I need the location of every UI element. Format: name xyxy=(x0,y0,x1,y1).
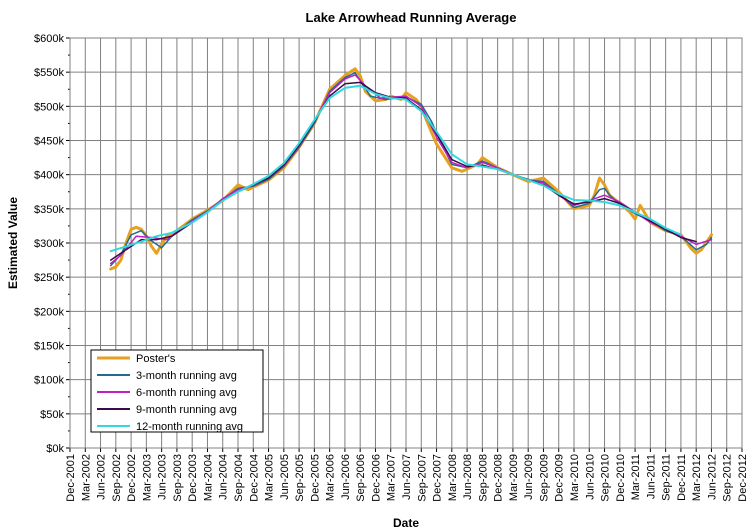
x-tick-label: Sep-2005 xyxy=(294,454,306,502)
y-tick-label: $150k xyxy=(34,341,64,353)
x-tick-label: Sep-2011 xyxy=(661,454,673,501)
y-tick-label: $500k xyxy=(34,101,64,113)
series-line-5 xyxy=(109,84,682,253)
series-line-3 xyxy=(109,74,713,265)
y-tick-label: $400k xyxy=(34,170,64,182)
x-tick-label: Mar-2008 xyxy=(447,454,459,501)
x-tick-label: Jun-2006 xyxy=(340,454,352,500)
x-tick-label: Mar-2009 xyxy=(508,454,520,501)
y-tick-label: $100k xyxy=(34,375,64,387)
legend-label: Poster's xyxy=(136,353,176,365)
y-tick-label: $450k xyxy=(34,136,64,148)
x-tick-label: Sep-2003 xyxy=(172,454,184,502)
x-tick-label: Dec-2004 xyxy=(248,454,260,502)
x-tick-label: Sep-2007 xyxy=(416,454,428,502)
y-tick-label: $550k xyxy=(34,67,64,79)
x-tick-label: Mar-2007 xyxy=(386,454,398,501)
chart-title: Lake Arrowhead Running Average xyxy=(306,10,517,25)
x-tick-label: Dec-2012 xyxy=(737,454,749,502)
x-tick-label: Jun-2010 xyxy=(584,454,596,500)
legend-label: 3-month running avg xyxy=(136,370,237,382)
x-tick-label: Sep-2002 xyxy=(111,454,123,502)
x-tick-label: Dec-2002 xyxy=(126,454,138,502)
y-tick-label: $0k xyxy=(46,443,64,455)
x-tick-label: Sep-2008 xyxy=(477,454,489,502)
x-tick-label: Jun-2007 xyxy=(401,454,413,500)
x-tick-label: Mar-2010 xyxy=(569,454,581,501)
x-tick-label: Dec-2011 xyxy=(676,454,688,501)
x-tick-label: Dec-2008 xyxy=(493,454,505,502)
x-tick-label: Mar-2011 xyxy=(630,454,642,500)
x-axis-ticks: Dec-2001 Mar-2002 Jun-2002 Sep-2002 Dec-2002… xyxy=(65,448,749,502)
x-tick-label: Sep-2009 xyxy=(538,454,550,502)
x-tick-label: Dec-2005 xyxy=(309,454,321,502)
x-tick-label: Mar-2003 xyxy=(141,454,153,501)
legend-label: 12-month running avg xyxy=(136,421,243,433)
x-tick-label: Jun-2008 xyxy=(462,454,474,500)
y-axis-ticks: $0k $50k $100k $150k $200k $250k $300k $350k $40… xyxy=(34,33,70,455)
y-tick-label: $250k xyxy=(34,272,64,284)
x-tick-label: Dec-2001 xyxy=(65,454,77,502)
legend: Poster's 3-month running avg 6-month runni… xyxy=(90,349,264,433)
x-tick-label: Dec-2009 xyxy=(554,454,566,502)
x-tick-label: Mar-2006 xyxy=(325,454,337,501)
x-tick-label: Mar-2012 xyxy=(691,454,703,501)
x-tick-label: Jun-2012 xyxy=(706,454,718,500)
x-tick-label: Dec-2006 xyxy=(370,454,382,502)
legend-box xyxy=(90,349,264,433)
x-tick-label: Jun-2011 xyxy=(645,454,657,499)
y-tick-label: $600k xyxy=(34,33,64,45)
y-tick-label: $350k xyxy=(34,204,64,216)
x-tick-label: Jun-2005 xyxy=(279,454,291,500)
x-tick-label: Dec-2007 xyxy=(432,454,444,502)
legend-label: 6-month running avg xyxy=(136,387,237,399)
x-tick-label: Mar-2005 xyxy=(264,454,276,501)
x-tick-label: Jun-2009 xyxy=(523,454,535,500)
x-tick-label: Mar-2004 xyxy=(202,454,214,501)
x-tick-label: Sep-2006 xyxy=(355,454,367,502)
x-tick-label: Sep-2010 xyxy=(600,454,612,502)
y-tick-label: $200k xyxy=(34,306,64,318)
x-tick-label: Jun-2002 xyxy=(96,454,108,500)
x-tick-label: Mar-2002 xyxy=(80,454,92,501)
legend-label: 9-month running avg xyxy=(136,404,237,416)
series-layer xyxy=(109,67,713,271)
plot-border xyxy=(69,37,743,449)
x-tick-label: Dec-2010 xyxy=(615,454,627,502)
x-tick-label: Sep-2004 xyxy=(233,454,245,502)
x-tick-label: Jun-2004 xyxy=(218,454,230,500)
y-tick-label: $50k xyxy=(40,409,64,421)
x-tick-label: Jun-2003 xyxy=(157,454,169,500)
x-axis-title: Date xyxy=(393,516,419,530)
y-axis-title: Estimated Value xyxy=(6,197,20,289)
x-tick-label: Dec-2003 xyxy=(187,454,199,502)
x-tick-label: Sep-2012 xyxy=(722,454,734,502)
y-tick-label: $300k xyxy=(34,238,64,250)
